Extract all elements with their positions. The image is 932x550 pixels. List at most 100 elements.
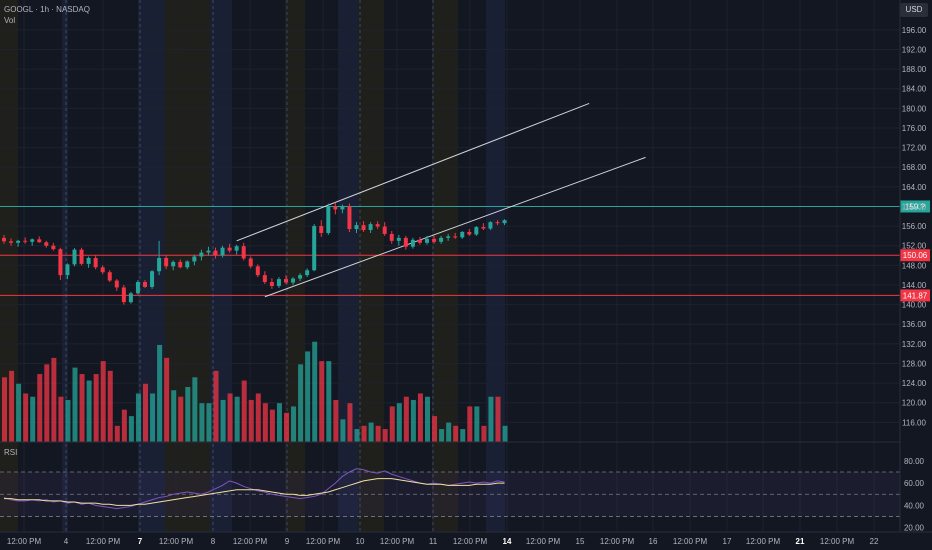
volume-bar	[65, 399, 71, 442]
volume-bar	[93, 374, 99, 442]
time-tick-label: 8	[211, 537, 216, 546]
candle-body	[107, 272, 112, 281]
candle-body	[30, 239, 35, 242]
rsi-label: RSI	[4, 448, 17, 457]
volume-bar	[157, 344, 163, 442]
level-tag	[900, 200, 930, 213]
volume-bar	[107, 370, 113, 442]
volume-label: Vol	[4, 16, 16, 25]
time-tick-label: 14	[503, 537, 512, 546]
volume-bar	[128, 416, 134, 442]
candle-body	[23, 240, 28, 242]
candle-body	[410, 239, 415, 247]
volume-bar	[460, 429, 466, 442]
price-tick-label: 172.00	[902, 144, 927, 153]
rsi-pane: RSI	[0, 441, 900, 517]
price-tick-label: 180.00	[902, 104, 927, 113]
time-tick-label: 12:00 PM	[380, 537, 415, 546]
candle-body	[305, 270, 310, 276]
volume-bar	[481, 425, 487, 442]
volume-bar	[488, 396, 494, 442]
time-tick-label: 10	[356, 537, 365, 546]
volume-bar	[16, 383, 22, 442]
candle-body	[121, 287, 126, 303]
volume-bar	[227, 393, 233, 442]
volume-bar	[347, 403, 353, 442]
volume-bar	[248, 399, 254, 442]
volume-bar	[192, 377, 198, 442]
price-tick-label: 132.00	[902, 340, 927, 349]
symbol-title[interactable]: GOOGL · 1h · NASDAQ	[4, 5, 90, 14]
volume-bar	[361, 425, 367, 442]
trend-channel[interactable]	[236, 102, 646, 298]
time-tick-label: 12:00 PM	[7, 537, 42, 546]
candle-body	[16, 240, 21, 243]
volume-bar	[446, 422, 452, 442]
volume-bars	[2, 341, 508, 442]
candle-body	[58, 249, 63, 276]
time-tick-label: 12:00 PM	[820, 537, 855, 546]
candle-body	[114, 280, 119, 288]
candle-body	[9, 241, 14, 243]
time-tick-label: 12:00 PM	[600, 537, 635, 546]
candle-body	[164, 257, 169, 267]
candle-body	[425, 238, 429, 243]
candle-body	[502, 220, 507, 224]
rsi-tick-label: 40.00	[904, 501, 925, 510]
volume-bar	[23, 393, 29, 442]
level-label: 141.87	[903, 291, 928, 300]
volume-bar	[9, 370, 15, 442]
price-tick-label: 128.00	[902, 359, 927, 368]
volume-bar	[114, 425, 120, 442]
candle-body	[37, 239, 42, 243]
time-axis[interactable]: 12:00 PM 4 12:00 PM 7 12:00 PM 8 12:00 PM 9 12:0…	[0, 531, 932, 546]
candle-body	[227, 247, 232, 251]
volume-bar	[2, 377, 7, 442]
candle-body	[417, 239, 422, 243]
level-tag	[900, 289, 930, 302]
candle-body	[396, 237, 401, 241]
candle-body	[213, 250, 218, 256]
price-tick-label: 192.00	[902, 45, 927, 54]
candle-body	[375, 224, 380, 227]
candle-body	[171, 261, 176, 267]
price-axis[interactable]: 116.00 120.00 124.00 128.00 132.00 136.00 140.…	[899, 0, 927, 533]
volume-bar	[396, 403, 402, 442]
horizontal-levels[interactable]: 159.? 150.06 141.87	[0, 200, 930, 302]
volume-bar	[241, 380, 247, 442]
candle-body	[354, 225, 359, 230]
session-band	[432, 0, 458, 532]
level-label: 159.?	[905, 202, 926, 211]
volume-bar	[121, 409, 127, 442]
candle-body	[135, 282, 140, 294]
rsi-tick-label: 80.00	[904, 457, 925, 466]
volume-bar	[326, 361, 332, 442]
rsi-tick-label: 60.00	[904, 479, 925, 488]
volume-bar	[135, 393, 141, 442]
volume-bar	[79, 374, 85, 442]
candle-body	[178, 261, 183, 268]
volume-bar	[410, 399, 416, 442]
price-tick-label: 144.00	[902, 281, 927, 290]
price-tick-label: 152.00	[902, 242, 927, 251]
time-tick-label: 16	[649, 537, 658, 546]
candle-body	[241, 246, 246, 259]
volume-bar	[305, 351, 311, 442]
channel-upper-line	[236, 102, 590, 242]
volume-bar	[44, 364, 50, 442]
volume-bar	[382, 429, 388, 442]
candle-body	[488, 222, 493, 229]
volume-bar	[284, 412, 289, 442]
volume-bar	[368, 422, 374, 442]
volume-bar	[340, 419, 346, 442]
time-tick-label: 12:00 PM	[746, 537, 781, 546]
time-tick-label: 12:00 PM	[233, 537, 268, 546]
candle-body	[403, 237, 408, 247]
candle-body	[220, 247, 225, 256]
candle-body	[65, 264, 70, 276]
candle-body	[467, 231, 472, 235]
time-tick-label: 12:00 PM	[86, 537, 121, 546]
candle-body	[333, 206, 338, 210]
currency-button[interactable]: USD	[900, 3, 928, 17]
